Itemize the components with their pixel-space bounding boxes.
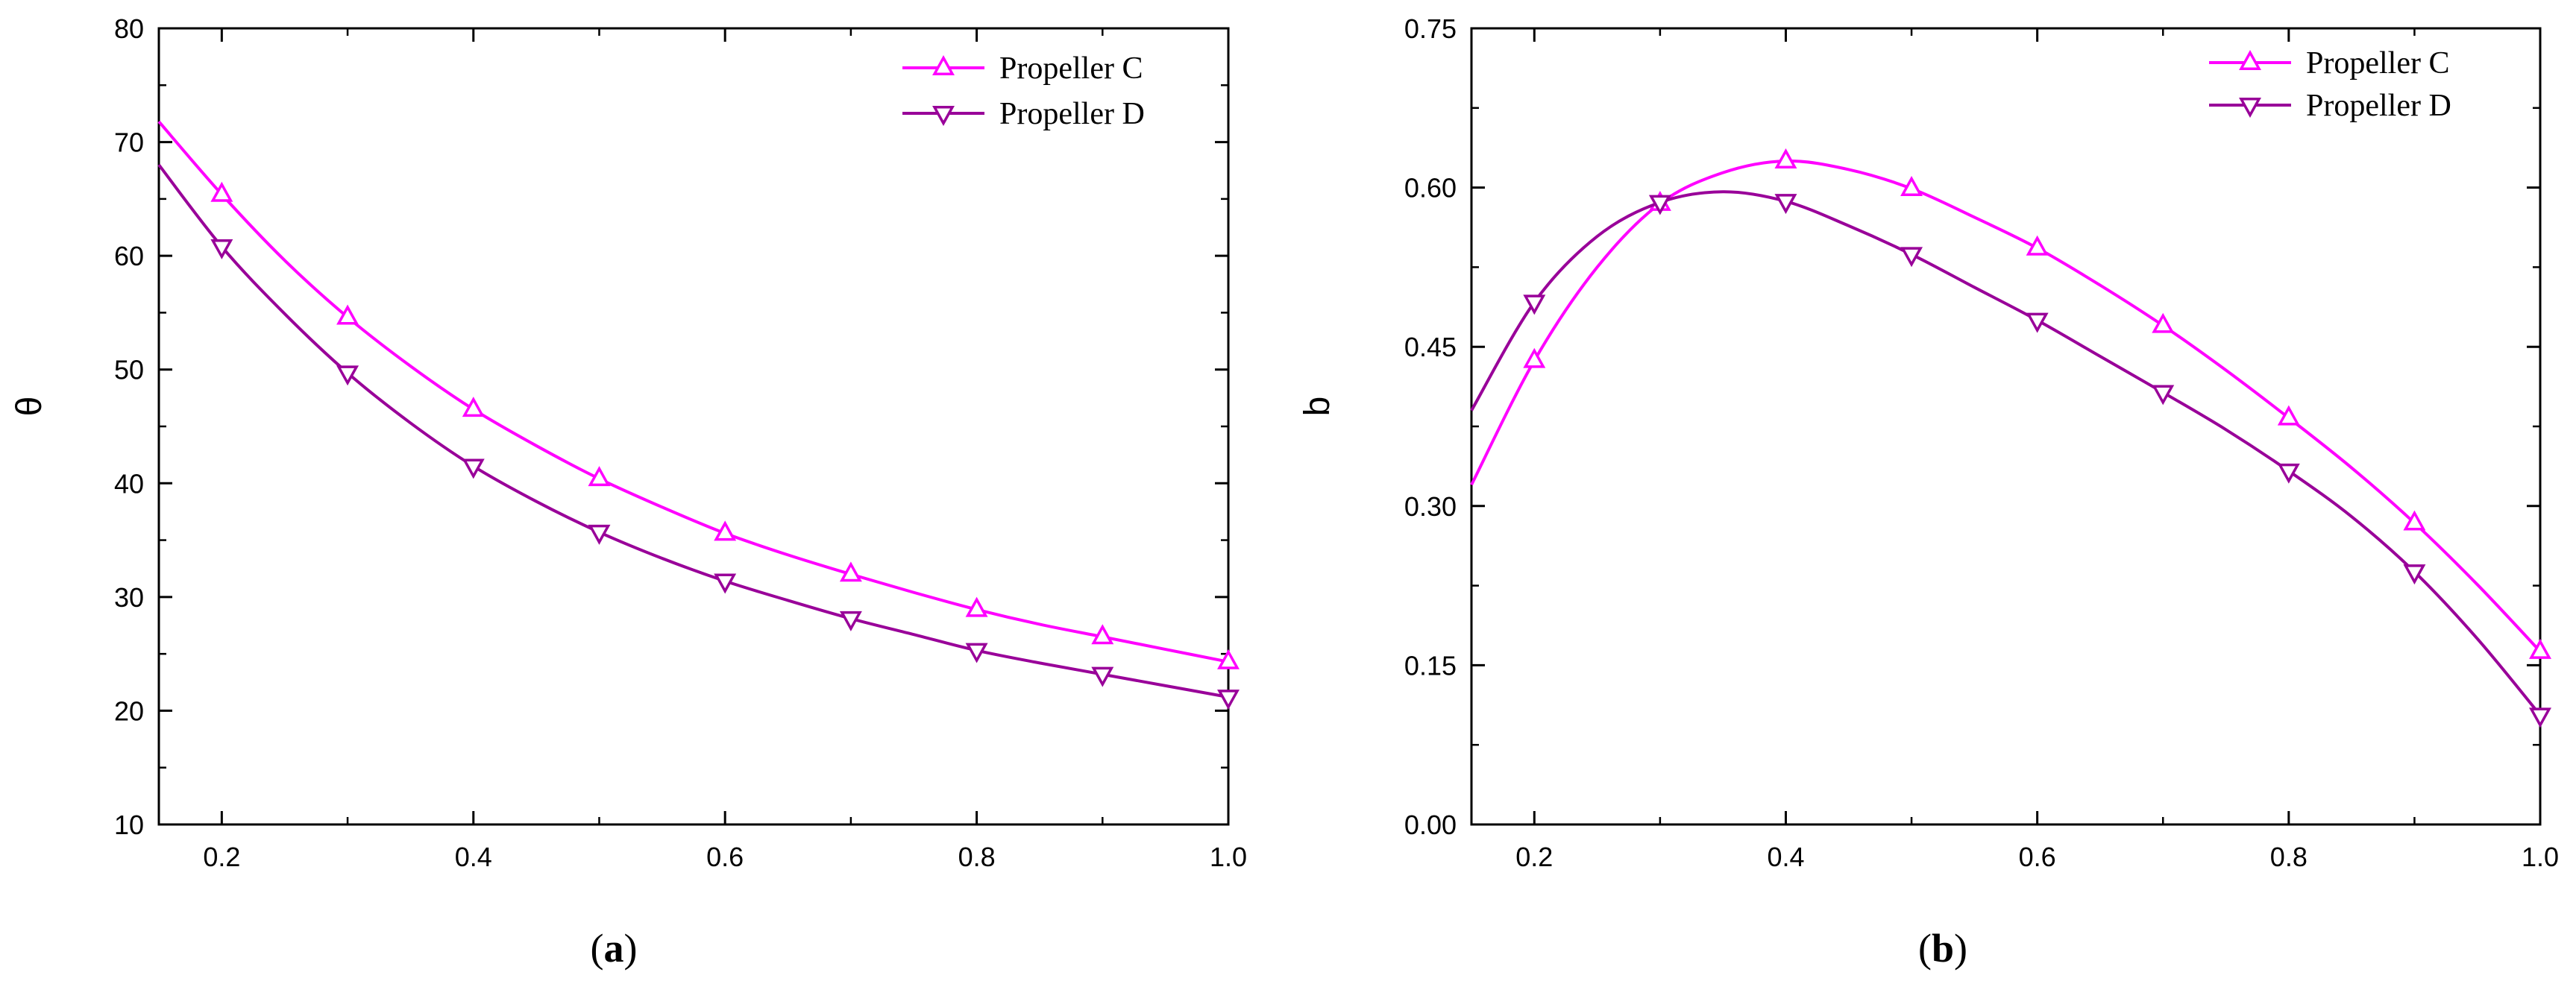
data-point [1648, 195, 1671, 215]
x-tick-label: 0.4 [1767, 842, 1804, 872]
legend-label: Propeller D [999, 97, 1145, 131]
y-tick-label: 40 [114, 468, 144, 499]
series-propeller-d [157, 163, 1240, 710]
x-tick-label: 0.8 [958, 842, 996, 872]
data-point [839, 611, 862, 631]
data-point [1523, 347, 1546, 368]
x-tick-label: 0.6 [706, 842, 744, 872]
y-tick-label: 0.30 [1404, 491, 1457, 522]
data-point [210, 239, 233, 259]
legend-entry: Propeller C [902, 51, 1143, 86]
y-tick-label: 0.15 [1404, 650, 1457, 681]
x-tick-label: 0.2 [203, 842, 240, 872]
legend-marker [932, 55, 955, 75]
caption-open: ( [591, 926, 604, 971]
series-line [157, 120, 1229, 663]
y-axis-label: θ [10, 397, 49, 417]
data-point [2403, 564, 2426, 585]
data-point [1091, 666, 1114, 687]
y-tick-label: 20 [114, 696, 144, 726]
series-line [1470, 159, 2542, 653]
chart-b: 0.2 0.4 0.6 0.8 1.0 0.00 0.15 0.30 0.45 0.60 0.75 b… [1298, 13, 2559, 971]
caption-close: ) [624, 926, 638, 971]
y-axis-label: b [1298, 397, 1337, 417]
data-point [1900, 176, 1923, 196]
data-point [1091, 624, 1114, 645]
y-tick-label: 0.60 [1404, 173, 1457, 204]
legend-marker [2239, 50, 2261, 70]
data-point [336, 365, 359, 386]
data-point [1774, 148, 1797, 168]
data-point [1217, 690, 1240, 710]
data-point [2277, 463, 2300, 484]
caption-open: ( [1918, 926, 1932, 971]
legend-entry: Propeller D [902, 97, 1145, 131]
data-point [336, 304, 359, 325]
data-point [462, 458, 485, 479]
data-point [2152, 312, 2175, 333]
caption-letter: a [604, 926, 624, 971]
legend-marker [2239, 98, 2261, 118]
data-point [2026, 312, 2049, 333]
legend-entry: Propeller C [2209, 46, 2449, 81]
caption-letter: b [1932, 926, 1954, 971]
y-tick-label: 0.45 [1404, 332, 1457, 362]
data-point [2152, 385, 2175, 406]
x-tick-label: 1.0 [1210, 842, 1247, 872]
x-tick-label: 0.6 [2019, 842, 2056, 872]
series-propeller-d [1470, 190, 2551, 728]
y-tick-label: 50 [114, 355, 144, 385]
data-point [2277, 405, 2300, 426]
data-point [1900, 247, 1923, 268]
data-point [588, 524, 611, 545]
legend-entry: Propeller D [2209, 89, 2451, 123]
legend-label: Propeller C [999, 51, 1143, 86]
y-tick-label: 10 [114, 810, 144, 840]
legend-marker [932, 106, 955, 126]
x-tick-label: 0.8 [2270, 842, 2308, 872]
series-line [1470, 190, 2542, 716]
data-point [2529, 638, 2551, 659]
data-point [1523, 294, 1546, 315]
legend-label: Propeller D [2306, 89, 2451, 123]
data-point [588, 466, 611, 487]
caption-close: ) [1954, 926, 1967, 971]
y-tick-label: 0.00 [1404, 810, 1457, 840]
panel-caption: (b) [1918, 926, 1967, 971]
series-propeller-c [1470, 148, 2551, 659]
data-point [714, 573, 737, 594]
y-tick-label: 30 [114, 582, 144, 613]
data-point [839, 561, 862, 582]
y-tick-label: 0.75 [1404, 13, 1457, 44]
x-tick-label: 0.4 [455, 842, 492, 872]
data-point [2403, 510, 2426, 531]
plot-frame [157, 27, 1230, 826]
data-point [965, 643, 988, 663]
panel-caption: (a) [591, 926, 638, 971]
data-point [210, 181, 233, 202]
x-tick-label: 0.2 [1515, 842, 1553, 872]
series-propeller-c [157, 120, 1240, 669]
x-tick-label: 1.0 [2522, 842, 2559, 872]
data-point [2529, 707, 2551, 728]
data-point [965, 596, 988, 617]
chart-a: 0.2 0.4 0.6 0.8 1.0 10 20 30 40 50 60 70 80 θ Propelle… [10, 13, 1247, 971]
data-point [1217, 649, 1240, 669]
y-tick-label: 70 [114, 127, 144, 158]
data-point [1774, 194, 1797, 215]
y-tick-label: 60 [114, 241, 144, 271]
data-point [462, 397, 485, 417]
data-point [2026, 235, 2049, 256]
data-point [714, 520, 737, 541]
plot-frame [1470, 27, 2542, 826]
legend-label: Propeller C [2306, 46, 2449, 81]
series-line [157, 163, 1229, 699]
y-tick-label: 80 [114, 13, 144, 44]
